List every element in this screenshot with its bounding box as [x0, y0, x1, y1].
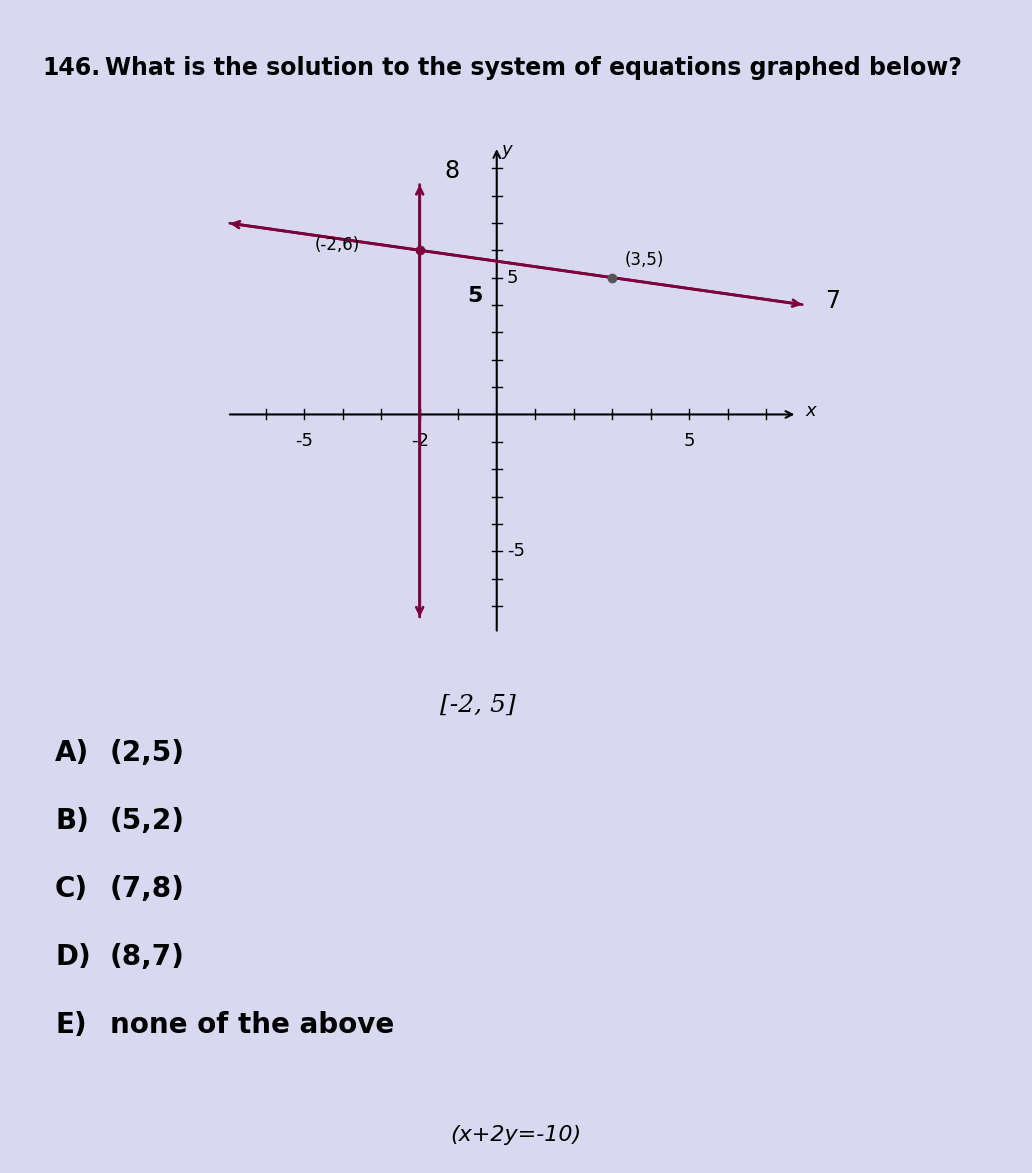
Text: none of the above: none of the above	[110, 1011, 394, 1039]
Text: -2: -2	[411, 433, 428, 450]
Text: x: x	[805, 402, 816, 420]
Text: [-2, 5]: [-2, 5]	[441, 693, 516, 717]
Text: 146.: 146.	[42, 56, 100, 80]
Text: A): A)	[55, 739, 89, 767]
Text: (5,2): (5,2)	[110, 807, 185, 835]
Text: 8: 8	[444, 160, 459, 183]
Text: D): D)	[55, 943, 91, 971]
Text: 7: 7	[825, 289, 840, 313]
Text: (2,5): (2,5)	[110, 739, 185, 767]
Text: (8,7): (8,7)	[110, 943, 185, 971]
Text: (7,8): (7,8)	[110, 875, 185, 903]
Text: -5: -5	[295, 433, 313, 450]
Text: (-2,6): (-2,6)	[315, 236, 360, 255]
Text: -5: -5	[507, 542, 524, 561]
Text: (3,5): (3,5)	[624, 251, 664, 269]
Text: 5: 5	[683, 433, 696, 450]
Text: (x+2y=-10): (x+2y=-10)	[450, 1125, 582, 1145]
Text: y: y	[502, 141, 512, 160]
Text: B): B)	[55, 807, 89, 835]
Text: 5: 5	[507, 269, 518, 286]
Text: 5: 5	[467, 285, 482, 306]
Text: What is the solution to the system of equations graphed below?: What is the solution to the system of eq…	[105, 56, 962, 80]
Text: E): E)	[55, 1011, 87, 1039]
Text: C): C)	[55, 875, 88, 903]
